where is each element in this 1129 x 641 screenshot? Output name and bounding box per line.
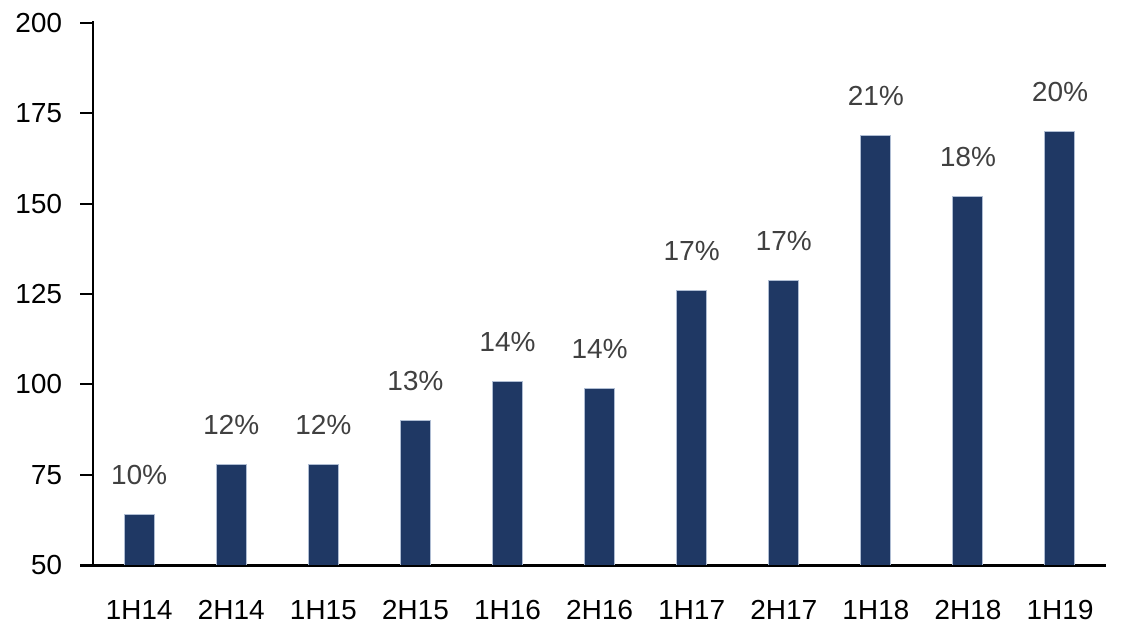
bar-2H17 — [768, 279, 800, 565]
bar-value-label: 12% — [295, 408, 352, 440]
x-axis-label-2H16: 2H16 — [566, 594, 633, 625]
y-axis-tick-label: 75 — [30, 458, 62, 490]
bar-value-label: 17% — [755, 224, 812, 256]
y-axis-tick-label: 200 — [15, 7, 62, 38]
x-axis-label-2H18: 2H18 — [934, 594, 1002, 625]
x-axis-label-1H14: 1H14 — [105, 594, 173, 625]
y-axis-tick — [80, 473, 93, 476]
y-axis-tick-label: 50 — [30, 549, 62, 580]
bar-value-label: 12% — [203, 408, 260, 440]
bar-1H17 — [676, 290, 708, 565]
bar-value-label: 14% — [479, 325, 536, 357]
bar-2H18 — [952, 196, 984, 565]
y-axis-tick-label: 175 — [15, 97, 62, 129]
bar-2H15 — [399, 420, 431, 565]
x-axis-line — [80, 564, 1106, 567]
y-axis-tick-label: 125 — [15, 278, 62, 309]
bar-value-label: 14% — [571, 332, 628, 364]
x-axis-label-1H15: 1H15 — [289, 594, 357, 625]
x-axis-label-1H16: 1H16 — [473, 594, 541, 625]
y-axis-tick — [80, 112, 93, 115]
y-axis-tick-label: 100 — [15, 368, 62, 400]
y-axis-tick — [80, 293, 93, 295]
bar-value-label: 18% — [939, 141, 996, 173]
y-axis-line — [92, 21, 94, 567]
x-axis-label-2H17: 2H17 — [750, 594, 818, 625]
x-axis-label-1H18: 1H18 — [842, 594, 910, 625]
x-axis-label-1H19: 1H19 — [1026, 594, 1094, 625]
bar-value-label: 13% — [387, 365, 444, 397]
bar-1H19 — [1044, 131, 1076, 565]
bar-1H18 — [860, 135, 892, 565]
bar-1H16 — [491, 380, 523, 565]
bar-value-label: 21% — [847, 80, 904, 111]
x-axis-label-2H15: 2H15 — [381, 594, 449, 625]
bar-2H14 — [215, 463, 247, 565]
bar-2H16 — [584, 387, 615, 565]
bar-value-label: 10% — [111, 459, 168, 491]
y-axis-tick — [80, 22, 93, 24]
bar-1H14 — [123, 514, 155, 565]
bar-1H15 — [307, 463, 339, 565]
y-axis-tick — [80, 202, 93, 205]
y-axis-tick-label: 150 — [15, 187, 62, 219]
x-axis-label-2H14: 2H14 — [197, 594, 265, 625]
y-axis-tick — [80, 383, 93, 386]
x-axis-label-1H17: 1H17 — [658, 594, 726, 625]
bar-value-label: 20% — [1031, 76, 1088, 108]
bar-value-label: 17% — [663, 235, 720, 267]
